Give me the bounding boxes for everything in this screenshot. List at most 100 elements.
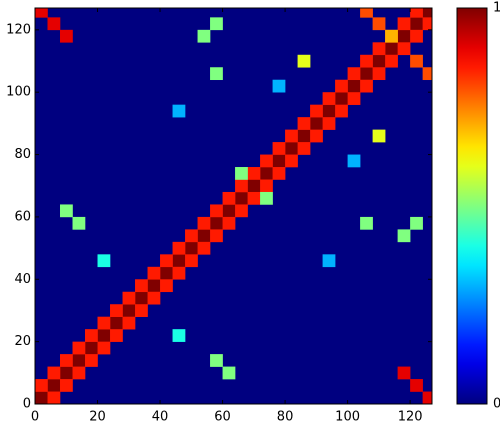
heatmap-cell [410, 216, 423, 230]
x-tick-label: 120 [398, 410, 423, 425]
heatmap-cell [397, 29, 411, 43]
heatmap-cell [360, 54, 373, 68]
heatmap-cell [210, 216, 223, 230]
heatmap-cell [47, 17, 61, 31]
colorbar-tick-label: 1 [493, 1, 500, 16]
heatmap-cell [310, 117, 323, 130]
heatmap-cell [285, 142, 298, 155]
heatmap-cell [235, 167, 248, 180]
x-tick-label: 100 [335, 410, 360, 425]
heatmap-cell [35, 391, 48, 404]
heatmap-cell [47, 391, 61, 404]
x-tick-label: 20 [89, 410, 106, 425]
heatmap-cell [272, 79, 286, 93]
heatmap-cell [97, 316, 111, 330]
heatmap-cell [85, 329, 98, 342]
heatmap-cell [135, 279, 148, 293]
heatmap-cell [122, 304, 136, 317]
heatmap-cell [172, 241, 186, 255]
heatmap-cell [172, 104, 186, 118]
y-tick-label: 0 [23, 397, 31, 412]
heatmap-cell [422, 391, 432, 404]
heatmap-cell [210, 67, 223, 81]
heatmap-cell [260, 154, 273, 168]
heatmap-cell [197, 229, 211, 243]
heatmap-cell [35, 379, 48, 392]
heatmap-cell [247, 179, 261, 193]
heatmap-cell [135, 304, 148, 317]
y-tick-label: 40 [14, 272, 31, 287]
heatmap-cell [72, 216, 86, 230]
heatmap-cell [160, 266, 173, 280]
heatmap-cell [172, 266, 186, 280]
heatmap-cell [397, 42, 411, 56]
heatmap-cell [110, 304, 123, 317]
heatmap-cell [85, 354, 98, 367]
heatmap-cell [235, 191, 248, 205]
heatmap-cell [260, 179, 273, 193]
heatmap-cell [347, 67, 361, 81]
heatmap-cell [385, 54, 398, 68]
heatmap-cell [422, 67, 432, 81]
heatmap-cell [110, 316, 123, 330]
heatmap-cell [310, 129, 323, 143]
heatmap-cell [347, 154, 361, 168]
heatmap-cell [210, 354, 223, 367]
heatmap-cell [235, 204, 248, 218]
heatmap-cell [35, 8, 48, 18]
heatmap-cell [410, 17, 423, 31]
heatmap-cell [385, 42, 398, 56]
heatmap-cell [185, 229, 198, 243]
heatmap-cell [372, 67, 386, 81]
heatmap-cell [172, 254, 186, 268]
heatmap-cell [322, 254, 336, 268]
heatmap-cell [297, 142, 311, 155]
heatmap-cell [185, 254, 198, 268]
heatmap-cell [285, 129, 298, 143]
heatmap-cell [410, 29, 423, 43]
y-tick-label: 100 [6, 85, 31, 100]
heatmap-cell [247, 191, 261, 205]
heatmap-cell [135, 291, 148, 305]
heatmap-cell [272, 142, 286, 155]
heatmap-cell [60, 204, 73, 218]
heatmap-cell [397, 229, 411, 243]
heatmap-cell [410, 379, 423, 392]
heatmap-cell [222, 204, 236, 218]
heatmap [35, 8, 432, 404]
heatmap-cell [372, 42, 386, 56]
heatmap-cell [322, 92, 336, 105]
y-tick-label: 80 [14, 147, 31, 162]
heatmap-cell [60, 29, 73, 43]
heatmap-cell [372, 17, 386, 31]
heatmap-cell [310, 104, 323, 118]
heatmap-cell [385, 29, 398, 43]
heatmap-cell [172, 329, 186, 342]
x-tick-label: 0 [31, 410, 39, 425]
heatmap-cell [60, 354, 73, 367]
heatmap-cell [235, 179, 248, 193]
heatmap-cell [335, 92, 348, 105]
x-tick-label: 60 [214, 410, 231, 425]
heatmap-cell [222, 191, 236, 205]
heatmap-cell [360, 79, 373, 93]
heatmap-cell [110, 329, 123, 342]
x-tick-label: 80 [277, 410, 294, 425]
heatmap-cell [185, 241, 198, 255]
heatmap-cell [347, 79, 361, 93]
colorbar-tick-label: 0 [493, 397, 500, 412]
heatmap-cell [335, 79, 348, 93]
y-tick-label: 20 [14, 334, 31, 349]
heatmap-cell [260, 191, 273, 205]
heatmap-cell [160, 254, 173, 268]
heatmap-cell [97, 329, 111, 342]
heatmap-cell [85, 341, 98, 355]
heatmap-cell [147, 279, 161, 293]
heatmap-cell [147, 291, 161, 305]
heatmap-cell [210, 17, 223, 31]
colorbar [456, 7, 488, 405]
heatmap-cell [210, 229, 223, 243]
heatmap-cell [410, 8, 423, 18]
heatmap-cell [222, 366, 236, 380]
